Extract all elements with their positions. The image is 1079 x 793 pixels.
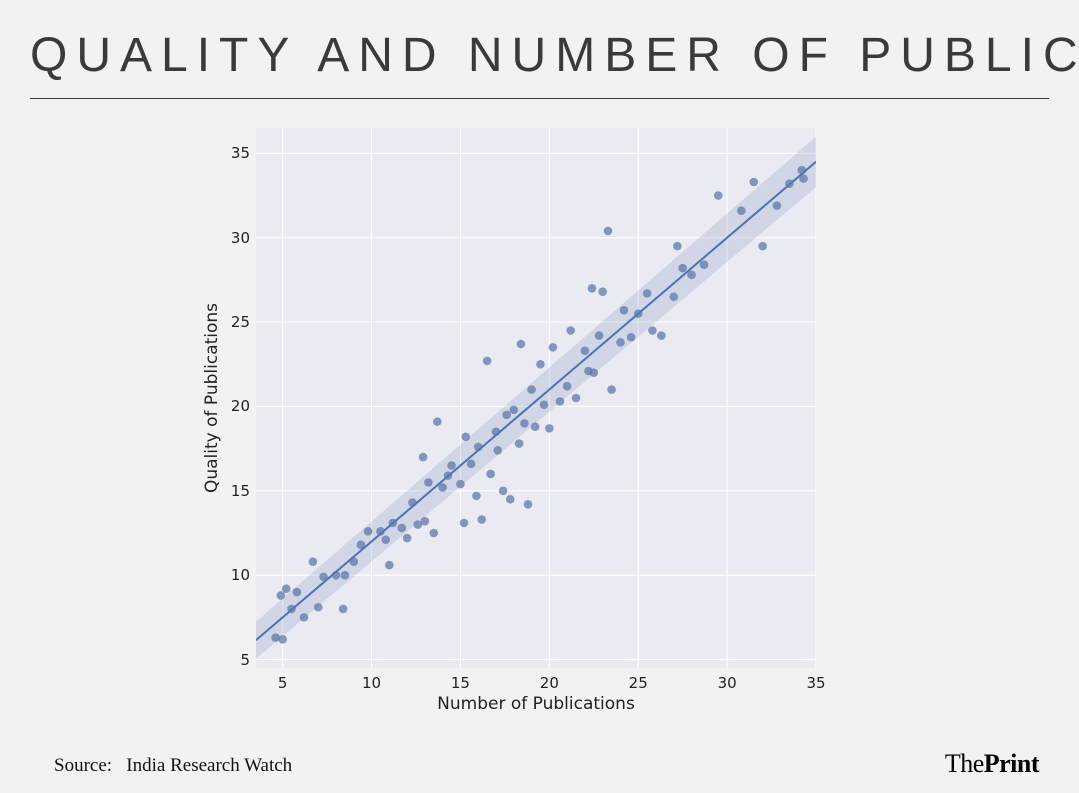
source-value: India Research Watch <box>126 755 292 776</box>
page-title: QUALITY AND NUMBER OF PUBLICATIONS (21%) <box>30 28 1049 83</box>
brand-logo: ThePrint <box>945 749 1039 779</box>
source-line: Source: India Research Watch <box>54 755 292 777</box>
y-tick: 5 <box>220 651 250 669</box>
x-tick: 25 <box>623 674 653 692</box>
scatter-chart <box>256 128 816 668</box>
x-tick: 5 <box>268 674 298 692</box>
x-tick: 35 <box>801 674 831 692</box>
x-axis-label: Number of Publications <box>256 694 816 714</box>
x-tick: 15 <box>445 674 475 692</box>
y-tick: 35 <box>220 144 250 162</box>
y-tick: 20 <box>220 397 250 415</box>
title-underline <box>30 98 1049 99</box>
y-tick: 25 <box>220 313 250 331</box>
page-root: QUALITY AND NUMBER OF PUBLICATIONS (21%)… <box>0 0 1079 793</box>
source-label: Source: <box>54 755 112 776</box>
x-tick: 20 <box>534 674 564 692</box>
y-tick: 30 <box>220 229 250 247</box>
y-axis-label: Quality of Publications <box>202 128 222 668</box>
brand-thin: The <box>945 749 984 778</box>
x-tick: 10 <box>357 674 387 692</box>
chart-svg <box>256 128 816 668</box>
y-tick: 10 <box>220 566 250 584</box>
x-tick: 30 <box>712 674 742 692</box>
y-tick: 15 <box>220 482 250 500</box>
brand-bold: Print <box>984 749 1039 778</box>
